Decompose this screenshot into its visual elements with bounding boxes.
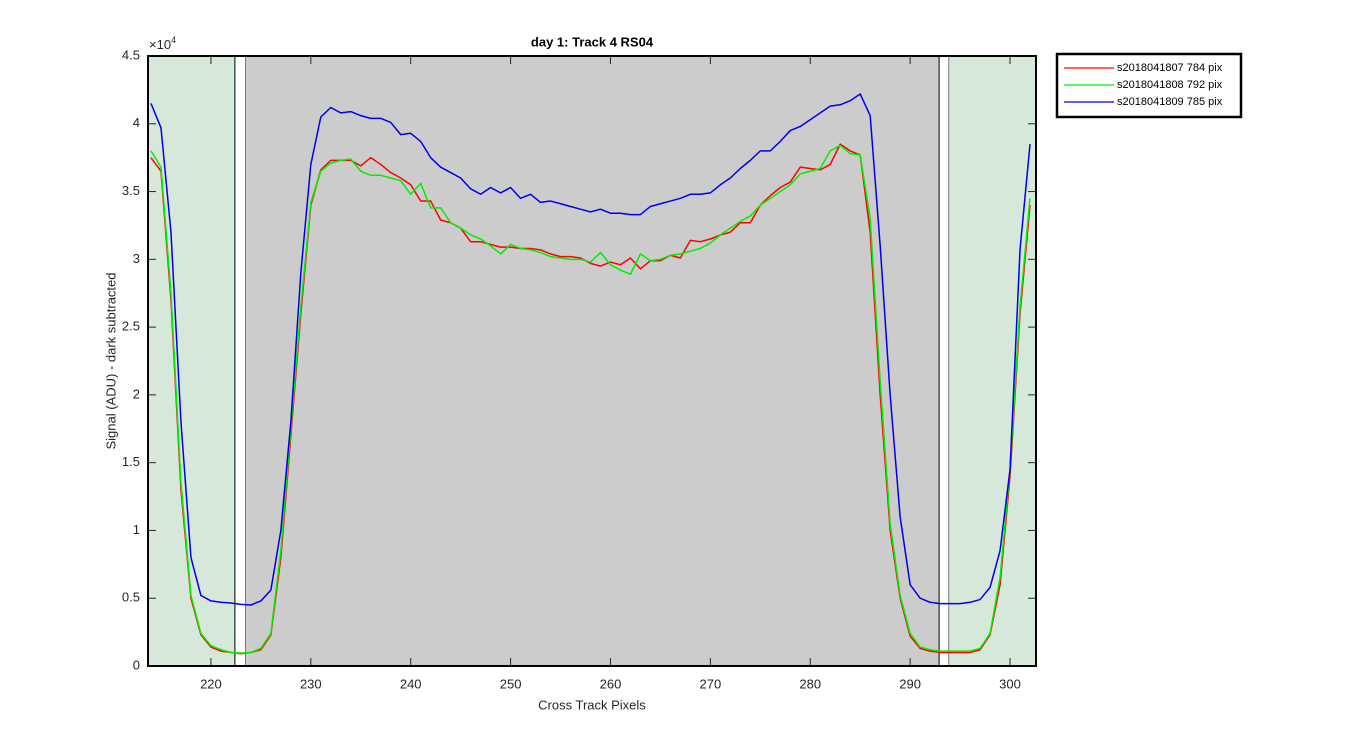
y-tick-label: 0.5 — [122, 590, 140, 605]
region — [245, 56, 940, 666]
y-tick-label: 4 — [133, 115, 140, 130]
y-axis-label: Signal (ADU) - dark subtracted — [103, 272, 118, 449]
legend-label: s2018041807 784 pix — [1117, 62, 1223, 74]
y-tick-label: 1.5 — [122, 454, 140, 469]
series-line — [150, 144, 1031, 654]
x-tick-label: 230 — [300, 676, 322, 691]
region — [938, 55, 950, 667]
regions — [148, 55, 1036, 667]
axes-box — [147, 55, 1037, 667]
y-tick-label: 4.5 — [122, 47, 140, 62]
axes: 220 230 240 250 260 270 280 290 300 0 0.5 1 1.5 2 2.5 3… — [122, 47, 1037, 691]
legend: s2018041807 784 pix s2018041808 792 pix s2… — [1055, 52, 1243, 119]
x-tick-label: 270 — [700, 676, 722, 691]
x-tick-label: 220 — [200, 676, 222, 691]
x-tick-label: 300 — [999, 676, 1021, 691]
y-tick-label: 2 — [133, 386, 140, 401]
y-tick-label: 1 — [133, 522, 140, 537]
y-tick-label: 3 — [133, 251, 140, 266]
legend-label: s2018041808 792 pix — [1117, 79, 1223, 91]
lines — [150, 93, 1031, 655]
x-tick-label: 280 — [799, 676, 821, 691]
region — [234, 55, 247, 667]
x-axis-label: Cross Track Pixels — [538, 697, 646, 712]
y-tick-label: 2.5 — [122, 319, 140, 334]
y-tick-label: 0 — [133, 657, 140, 672]
y-exponent: ×104 — [149, 35, 176, 52]
y-exponent-base: ×10 — [149, 37, 171, 52]
chart-title: day 1: Track 4 RS04 — [531, 34, 654, 49]
y-exponent-power: 4 — [171, 35, 176, 45]
x-tick-label: 260 — [600, 676, 622, 691]
x-tick-label: 240 — [400, 676, 422, 691]
region — [949, 56, 1036, 666]
series-line — [150, 93, 1031, 606]
x-tick-label: 290 — [899, 676, 921, 691]
region — [148, 56, 235, 666]
legend-label: s2018041809 785 pix — [1117, 96, 1223, 108]
x-tick-label: 250 — [500, 676, 522, 691]
y-tick-label: 3.5 — [122, 183, 140, 198]
